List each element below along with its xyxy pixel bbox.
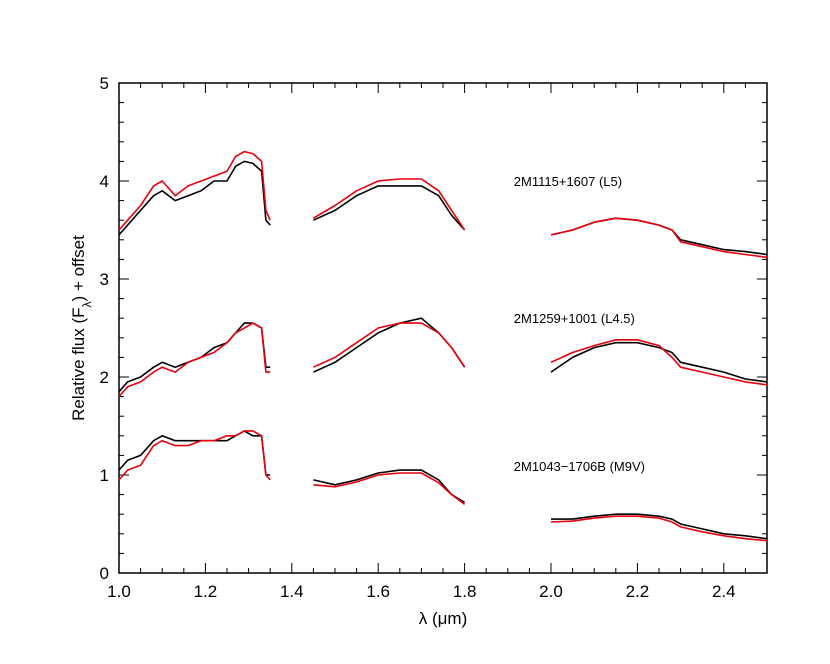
x-axis-title: λ (μm)	[419, 609, 468, 628]
object-label: 2M1259+1001 (L4.5)	[514, 311, 635, 326]
series-layer	[118, 150, 768, 542]
observed-spectrum-line	[313, 185, 466, 231]
x-tick-label: 1.2	[194, 582, 218, 601]
y-axis: 0 1 2 3 4 5	[100, 74, 767, 583]
x-tick-label: 1.0	[107, 582, 131, 601]
observed-spectrum-line	[551, 513, 768, 540]
series-2	[118, 430, 768, 542]
model-spectrum-line	[312, 178, 466, 231]
model-spectrum-line	[313, 472, 466, 506]
x-tick-label: 2.2	[626, 582, 650, 601]
y-axis-title-tail: ) + offset	[69, 235, 88, 302]
series-0	[118, 150, 768, 259]
y-tick-label: 4	[100, 172, 109, 191]
model-spectrum-line	[550, 338, 768, 386]
observed-spectrum-line	[118, 160, 271, 236]
y-tick-label: 2	[100, 368, 109, 387]
x-axis: 1.0 1.2 1.4 1.6 1.8 2.0 2.2 2.4	[107, 83, 768, 601]
object-label: 2M1115+1607 (L5)	[514, 174, 622, 189]
y-tick-label: 3	[100, 270, 109, 289]
y-axis-title-sub: λ	[80, 301, 94, 307]
model-spectrum-line	[118, 430, 271, 481]
y-tick-label: 5	[100, 74, 109, 93]
object-label: 2M1043−1706B (M9V)	[514, 459, 645, 474]
series-1	[118, 317, 768, 398]
model-spectrum-line	[118, 150, 271, 231]
x-tick-label: 1.8	[453, 582, 477, 601]
x-tick-label: 1.4	[280, 582, 304, 601]
y-axis-title: Relative flux (Fλ) + offset	[69, 235, 94, 421]
model-spectrum-line	[550, 515, 768, 542]
x-tick-label: 2.4	[712, 582, 736, 601]
y-tick-label: 0	[100, 564, 109, 583]
annotations: 2M1115+1607 (L5) 2M1259+1001 (L4.5) 2M1043…	[514, 174, 645, 474]
y-axis-title-main: Relative flux (F	[69, 307, 88, 420]
y-tick-label: 1	[100, 466, 109, 485]
x-tick-label: 2.0	[539, 582, 563, 601]
model-spectrum-line	[313, 322, 466, 368]
observed-spectrum-line	[550, 341, 768, 383]
model-spectrum-line	[550, 217, 768, 259]
x-tick-label: 1.6	[366, 582, 390, 601]
model-spectrum-line	[118, 322, 271, 398]
